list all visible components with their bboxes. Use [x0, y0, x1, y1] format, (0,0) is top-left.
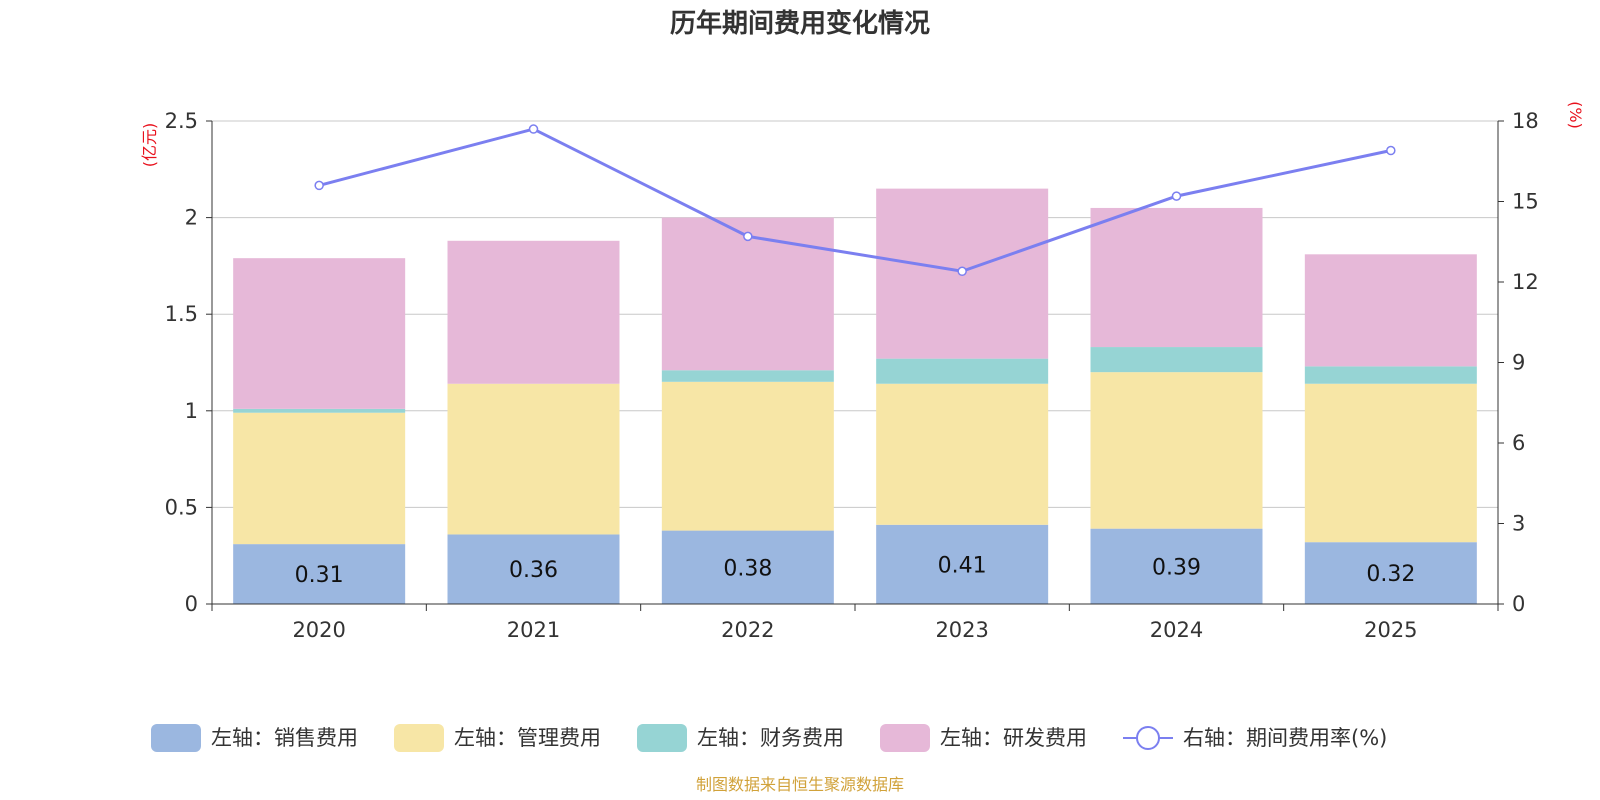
left-tick-label: 0.5	[165, 495, 198, 519]
bar-segment	[1090, 347, 1263, 373]
bar-segment	[1090, 372, 1263, 529]
bar-segment	[1304, 383, 1477, 543]
x-tick-label: 2023	[935, 618, 988, 642]
right-tick-label: 15	[1512, 190, 1539, 214]
bars	[233, 188, 1477, 604]
right-tick-label: 3	[1512, 512, 1525, 536]
bar-segment	[661, 530, 834, 604]
legend-label: 左轴：研发费用	[940, 726, 1087, 750]
bar-segment	[661, 217, 834, 371]
legend-label: 右轴：期间费用率(%)	[1183, 726, 1387, 750]
bar-segment	[876, 383, 1049, 525]
left-tick-label: 2	[185, 206, 198, 230]
axes: 0 0.5 1 1.5 2 2.5 0 3 6 9 12 15 18 2020 2021 2022 2023 20…	[165, 109, 1539, 642]
bar-segment	[1304, 366, 1477, 384]
legend-swatch	[880, 724, 930, 752]
rate-line-path	[318, 127, 1392, 273]
rate-point	[1386, 145, 1396, 156]
rate-point	[1171, 191, 1182, 201]
bar-segment	[447, 240, 620, 384]
bar-segment	[233, 408, 406, 413]
legend-label: 左轴：财务费用	[697, 726, 844, 750]
bar-value-label: 0.38	[723, 556, 772, 581]
bar-segment	[447, 383, 620, 535]
right-tick-label: 9	[1512, 351, 1525, 375]
left-tick-label: 2.5	[165, 109, 198, 133]
left-axis-unit: (亿元)	[140, 123, 159, 168]
left-tick-label: 0	[185, 592, 198, 616]
bar-value-label: 0.31	[295, 563, 344, 588]
legend-line-marker	[1136, 726, 1160, 750]
bar-segment	[233, 544, 406, 604]
x-tick-label: 2025	[1364, 618, 1417, 642]
rate-point	[528, 124, 539, 134]
right-tick-label: 0	[1512, 592, 1525, 616]
right-tick-label: 6	[1512, 431, 1525, 455]
bar-segment	[661, 370, 834, 382]
gridlines	[212, 120, 1498, 508]
bar-segment	[661, 381, 834, 531]
rate-point	[957, 266, 967, 277]
bar-value-label: 0.32	[1366, 562, 1415, 587]
rate-point	[743, 231, 753, 242]
bar-segment	[1090, 207, 1263, 348]
bar-segment	[233, 412, 406, 545]
bar-value-label: 0.36	[509, 558, 558, 583]
legend-swatch	[637, 724, 687, 752]
x-tick-label: 2024	[1150, 618, 1203, 642]
bar-segment	[876, 358, 1049, 384]
legend-swatch	[394, 724, 444, 752]
bar-value-label: 0.41	[938, 553, 987, 578]
right-tick-label: 18	[1512, 109, 1539, 133]
bar-segment	[1304, 542, 1477, 604]
left-tick-label: 1	[185, 399, 198, 423]
bar-segment	[1304, 254, 1477, 367]
right-axis-unit: (%)	[1566, 101, 1585, 129]
bar-labels: 0.31 0.36 0.38 0.41 0.39 0.32	[295, 553, 1416, 588]
rate-line	[314, 124, 1396, 277]
right-tick-label: 12	[1512, 270, 1539, 294]
x-tick-label: 2020	[292, 618, 345, 642]
legend: 左轴：销售费用 左轴：管理费用 左轴：财务费用 左轴：研发费用 右轴：期间费用率(%)	[151, 724, 1387, 752]
bar-segment	[1090, 528, 1263, 604]
bar-segment	[233, 258, 406, 409]
left-tick-label: 1.5	[165, 302, 198, 326]
rate-point	[314, 180, 324, 191]
bar-segment	[447, 534, 620, 604]
legend-swatch	[151, 724, 201, 752]
x-tick-label: 2022	[721, 618, 774, 642]
bar-segment	[876, 524, 1049, 604]
bar-value-label: 0.39	[1152, 555, 1201, 580]
legend-label: 左轴：销售费用	[211, 726, 358, 750]
x-tick-label: 2021	[507, 618, 560, 642]
chart-title: 历年期间费用变化情况	[670, 8, 930, 39]
source-note: 制图数据来自恒生聚源数据库	[696, 775, 904, 794]
legend-label: 左轴：管理费用	[454, 726, 601, 750]
